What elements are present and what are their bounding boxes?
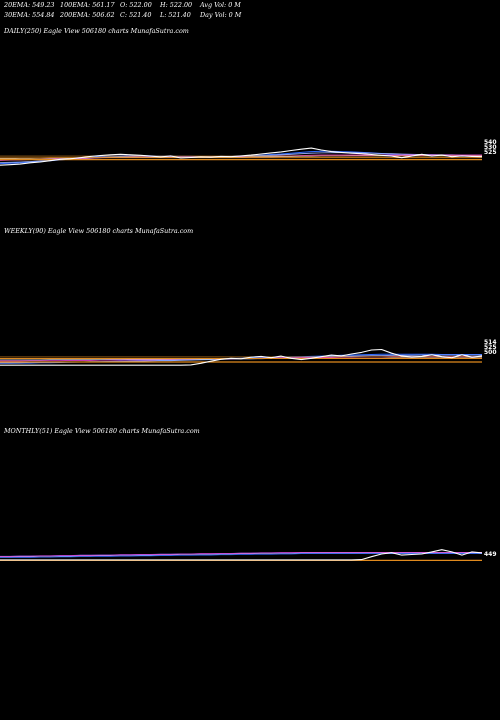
ema20-value: 20EMA: 549.23 bbox=[4, 1, 55, 9]
low-value: L: 521.40 bbox=[160, 11, 191, 19]
weekly-tick-label: 500 bbox=[484, 349, 497, 356]
monthly-ema-line-3 bbox=[0, 553, 482, 559]
day-vol-value: Day Vol: 0 M bbox=[200, 11, 242, 19]
monthly-chart-title: MONTHLY(51) Eagle View 506180 charts Mun… bbox=[4, 427, 200, 435]
daily-tick-label: 530 bbox=[484, 144, 497, 151]
ema30-value: 30EMA: 554.84 bbox=[4, 11, 55, 19]
daily-chart-title: DAILY(250) Eagle View 506180 charts Muna… bbox=[4, 27, 189, 35]
daily-price-line-0 bbox=[0, 147, 483, 166]
monthly-chart: 449 bbox=[0, 549, 497, 562]
weekly-price-line-0 bbox=[0, 348, 483, 366]
open-value: O: 522.00 bbox=[120, 1, 152, 9]
monthly-price-line-0 bbox=[0, 549, 483, 561]
close-value: C: 521.40 bbox=[120, 11, 152, 19]
monthly-ema-line-4 bbox=[0, 551, 482, 557]
ema100-value: 100EMA: 561.17 bbox=[60, 1, 115, 9]
weekly-chart-title: WEEKLY(90) Eagle View 506180 charts Muna… bbox=[4, 227, 194, 235]
daily-tick-label: 525 bbox=[484, 149, 497, 156]
monthly-ema-line-2 bbox=[0, 552, 482, 558]
ema200-value: 200EMA: 506.62 bbox=[60, 11, 115, 19]
high-value: H: 522.00 bbox=[160, 1, 193, 9]
weekly-tick-label: 525 bbox=[484, 344, 497, 351]
daily-tick-label: 540 bbox=[484, 139, 497, 146]
avg-vol-value: Avg Vol: 0 M bbox=[200, 1, 241, 9]
monthly-tick-label: 449 bbox=[484, 551, 497, 558]
weekly-tick-label: 514 bbox=[484, 339, 497, 346]
